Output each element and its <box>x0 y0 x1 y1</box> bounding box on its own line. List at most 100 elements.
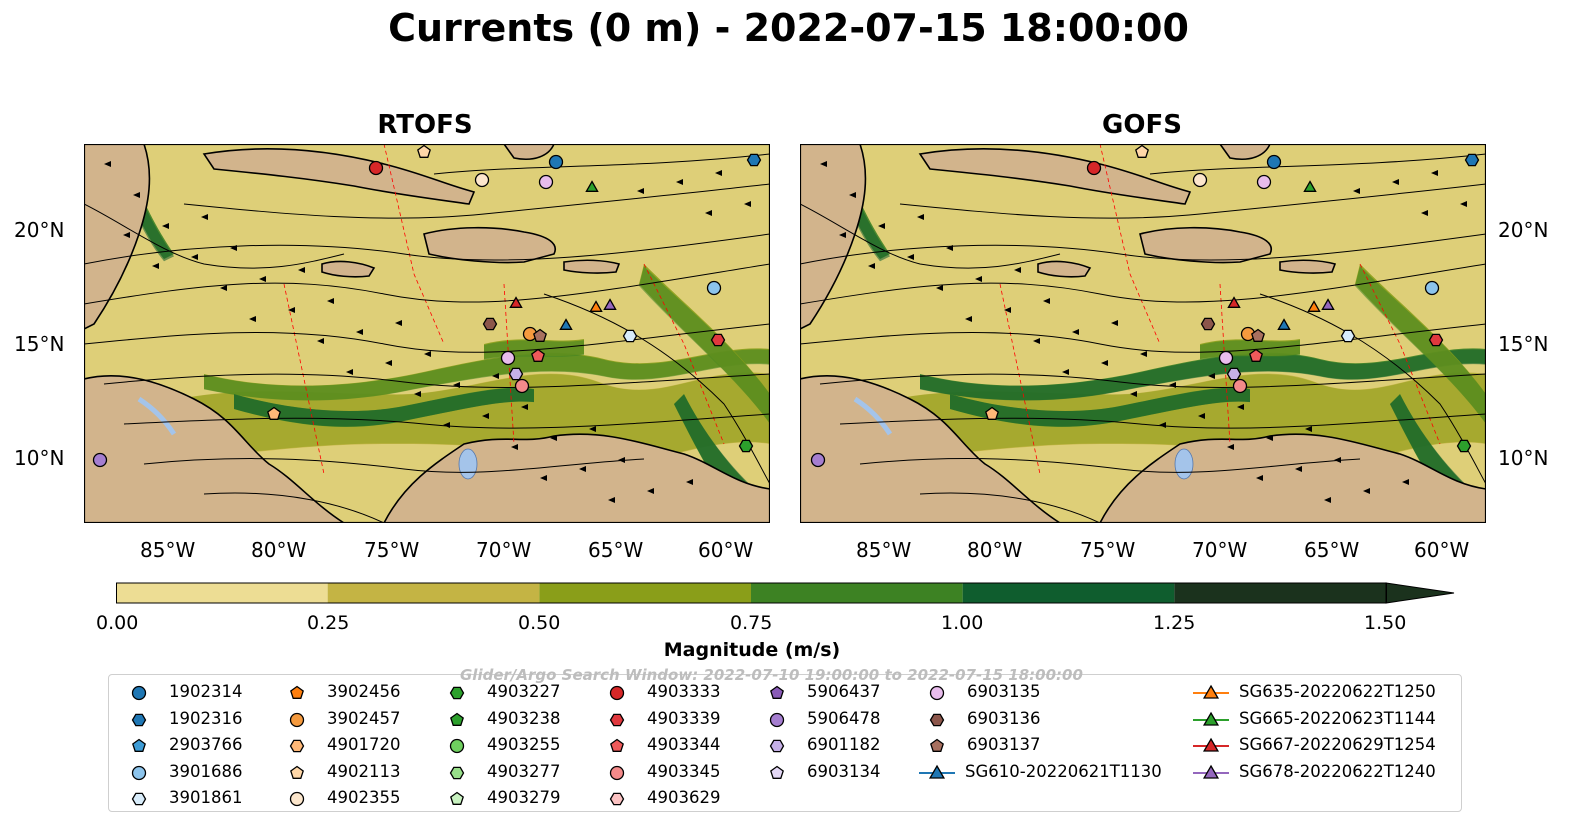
platform-marker <box>1303 180 1317 192</box>
current-core <box>950 388 1250 427</box>
legend-marker-icon <box>609 685 625 701</box>
legend-marker-icon <box>131 685 147 701</box>
flow-arrow <box>917 214 924 220</box>
legend-label: SG667-20220629T1254 <box>1239 735 1436 754</box>
legend-marker-icon <box>289 739 305 753</box>
flow-arrow <box>637 188 644 194</box>
flow-arrow <box>878 223 885 229</box>
colorbar-frame <box>116 582 1387 604</box>
flow-arrow <box>317 338 324 344</box>
streamline <box>859 458 1361 473</box>
flow-arrow <box>1237 404 1244 410</box>
flow-arrow <box>1198 413 1205 419</box>
land <box>1139 226 1272 264</box>
legend-marker-icon <box>449 686 465 700</box>
platform-marker <box>1464 153 1480 167</box>
legend-marker <box>1202 764 1220 779</box>
legend-label: 3902457 <box>327 708 401 728</box>
streamline <box>1259 293 1487 485</box>
legend-marker-icon <box>929 685 945 701</box>
legend-marker-icon <box>289 791 305 807</box>
legend-marker-icon <box>770 765 784 779</box>
legend-marker <box>131 713 147 726</box>
legend-label: 4903277 <box>487 761 561 781</box>
flow-arrow <box>907 254 914 260</box>
map-panel-gofs <box>799 143 1487 524</box>
lon-tick-label: 65°W <box>588 538 644 562</box>
platform-marker <box>589 300 603 312</box>
legend-label: 6903137 <box>967 735 1041 754</box>
flow-arrow <box>820 161 827 167</box>
platform-marker <box>1266 154 1282 170</box>
legend-marker-icon <box>609 713 625 726</box>
colorbar-tick: 0.50 <box>518 612 561 634</box>
land <box>1037 260 1092 278</box>
platform-marker <box>500 350 516 366</box>
current-core <box>1355 266 1486 424</box>
lake-maracaibo <box>1174 448 1194 480</box>
colorbar-extend-arrow <box>1385 582 1455 604</box>
platform-marker <box>706 280 722 296</box>
land <box>799 143 867 331</box>
panel-title-rtofs: RTOFS <box>377 110 473 140</box>
platform-marker <box>531 348 545 362</box>
legend-label: 6903136 <box>967 708 1041 728</box>
flow-arrow <box>259 276 266 282</box>
platform-marker <box>417 144 431 158</box>
legend-label: 4901720 <box>327 735 401 754</box>
flow-arrow <box>104 161 111 167</box>
map-panel-rtofs <box>83 143 771 524</box>
lon-tick-label: 75°W <box>364 538 420 562</box>
flow-arrow <box>1402 479 1409 485</box>
streamline <box>83 323 771 353</box>
legend-marker-icon <box>131 765 147 780</box>
legend-marker <box>769 712 785 727</box>
colorbar-bin <box>962 583 1175 603</box>
lake-nicaragua <box>853 396 893 436</box>
platform-marker <box>92 452 108 468</box>
flow-arrow <box>298 267 305 273</box>
colorbar <box>116 582 1456 604</box>
flow-arrow <box>1033 338 1040 344</box>
legend-label: 1902314 <box>169 682 243 701</box>
streamline <box>83 263 771 305</box>
streamline <box>83 203 345 269</box>
land <box>1279 259 1337 274</box>
colorbar-bin <box>1174 583 1386 603</box>
legend-label: SG665-20220623T1144 <box>1239 708 1436 728</box>
flow-arrow <box>1169 382 1176 388</box>
legend-marker <box>609 685 625 701</box>
legend-label: 4902113 <box>327 761 401 781</box>
legend-marker-icon <box>132 738 146 752</box>
legend-label: 4903345 <box>647 761 721 781</box>
platform-marker <box>1307 300 1321 312</box>
legend-label: SG635-20220622T1250 <box>1239 682 1436 701</box>
flow-arrow <box>385 360 392 366</box>
platform-marker <box>1226 367 1242 381</box>
streamline <box>799 263 1487 305</box>
legend-label: 4902355 <box>327 788 401 807</box>
current-core <box>920 349 1486 401</box>
legend-marker <box>770 765 784 779</box>
platform-marker <box>1227 296 1241 308</box>
flow-arrow <box>1159 422 1166 428</box>
legend-marker <box>131 792 147 806</box>
flow-arrow <box>1072 329 1079 335</box>
flow-arrow <box>715 170 722 176</box>
platform-marker <box>538 174 554 190</box>
lon-tick-label: 70°W <box>476 538 532 562</box>
legend-label: 5906437 <box>807 682 881 701</box>
platform-marker <box>474 172 490 188</box>
platform-marker <box>514 378 530 394</box>
flow-arrow <box>1460 201 1467 207</box>
platform-marker <box>1135 144 1149 158</box>
legend-label: 4903344 <box>647 735 721 754</box>
flow-arrow <box>550 435 557 441</box>
platform-marker <box>1340 329 1356 343</box>
flow-arrow <box>1266 435 1273 441</box>
legend-marker <box>450 712 464 726</box>
flow-arrow <box>453 382 460 388</box>
legend-marker <box>930 738 944 752</box>
colorbar-bin <box>116 583 328 603</box>
legend-marker <box>1202 737 1220 752</box>
